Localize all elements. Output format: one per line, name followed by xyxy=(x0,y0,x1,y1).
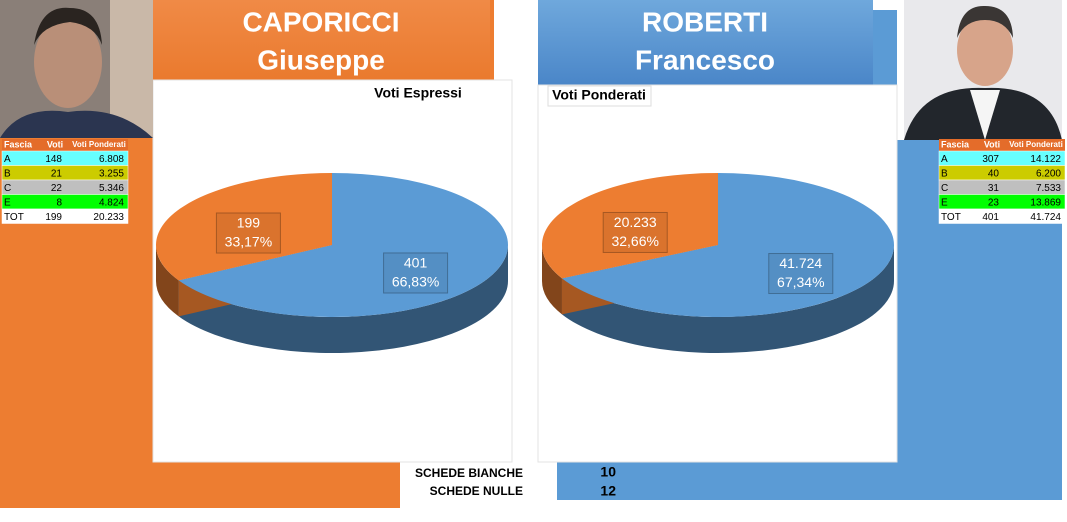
table-cell: B xyxy=(4,168,11,179)
footer-value: 10 xyxy=(600,464,616,480)
data-label: 401 xyxy=(404,255,428,271)
data-label-box xyxy=(383,252,449,294)
data-label: 199 xyxy=(237,215,261,231)
table-cell: TOT xyxy=(941,212,961,223)
candidate-surname: CAPORICCI xyxy=(242,6,399,37)
table-cell: C xyxy=(941,183,948,194)
table-cell: 40 xyxy=(988,168,1000,179)
table-cell: 7.533 xyxy=(1036,183,1061,194)
left-header xyxy=(153,0,490,80)
table-cell: C xyxy=(4,183,11,194)
table-header-cell: Voti xyxy=(984,139,1000,149)
table-cell: A xyxy=(941,154,948,165)
table-cell: 6.808 xyxy=(99,154,124,165)
table-row xyxy=(938,208,1066,224)
table-row xyxy=(1,208,129,224)
footer-label: SCHEDE NULLE xyxy=(430,484,523,498)
data-label: 20.233 xyxy=(614,214,657,230)
data-label: 32,66% xyxy=(611,233,658,249)
right-bottom xyxy=(557,462,897,500)
data-label: 66,83% xyxy=(392,274,439,290)
table-cell: 41.724 xyxy=(1030,212,1061,223)
table-cell: 5.346 xyxy=(99,183,124,194)
candidate-name: Francesco xyxy=(635,44,775,75)
footer-label: SCHEDE BIANCHE xyxy=(415,466,523,480)
table-cell: 14.122 xyxy=(1030,154,1061,165)
chart-title-box xyxy=(547,85,652,107)
left-bottom xyxy=(153,462,400,508)
table-cell: 13.869 xyxy=(1030,197,1061,208)
table-cell: 199 xyxy=(45,212,62,223)
table-cell: 3.255 xyxy=(99,168,124,179)
table-cell: E xyxy=(941,197,948,208)
table-header xyxy=(2,139,128,151)
table-cell: E xyxy=(4,197,11,208)
table-header-cell: Voti Ponderati xyxy=(1009,140,1063,149)
chart-title: Voti Espressi xyxy=(374,85,462,101)
table-header-cell: Fascia xyxy=(941,139,970,149)
right-photo xyxy=(904,0,1062,140)
table-cell: TOT xyxy=(4,212,24,223)
pie: 41.724 67,34% 20.233 32,66% xyxy=(542,173,894,354)
pie: 401 66,83% 199 33,17% xyxy=(155,173,509,353)
table-header xyxy=(939,139,1065,151)
table-header-cell: Fascia xyxy=(4,139,33,149)
table-cell: 6.200 xyxy=(1036,168,1061,179)
data-label: 33,17% xyxy=(225,234,272,250)
data-label-box xyxy=(602,211,668,253)
footer-value: 12 xyxy=(600,483,616,499)
table-cell: 31 xyxy=(988,183,1000,194)
pie-side xyxy=(542,245,562,315)
table-cell: 22 xyxy=(51,183,63,194)
pie-side xyxy=(561,245,894,354)
table-cell: 148 xyxy=(45,154,62,165)
data-label: 41.724 xyxy=(779,255,822,271)
table-cell: A xyxy=(4,154,11,165)
table-cell: 23 xyxy=(988,197,1000,208)
left-photo xyxy=(0,0,153,138)
right-header xyxy=(538,0,873,85)
data-label: 67,34% xyxy=(777,274,824,290)
table-header-cell: Voti Ponderati xyxy=(72,140,126,149)
pie-side xyxy=(178,245,509,353)
table-header-cell: Voti xyxy=(47,139,63,149)
data-label-box xyxy=(215,212,281,254)
chart-title: Voti Ponderati xyxy=(552,87,646,103)
pie-side xyxy=(156,245,179,317)
table-cell: 307 xyxy=(982,154,999,165)
table-cell: 21 xyxy=(51,168,63,179)
left-header-edge xyxy=(490,0,494,80)
table-cell: B xyxy=(941,168,948,179)
table-cell: 20.233 xyxy=(93,212,124,223)
candidate-name: Giuseppe xyxy=(257,44,385,75)
right-header-edge xyxy=(873,10,897,85)
table-cell: 401 xyxy=(982,212,999,223)
data-label-box xyxy=(768,253,834,295)
table-cell: 8 xyxy=(56,197,62,208)
table-cell: 4.824 xyxy=(99,197,124,208)
candidate-surname: ROBERTI xyxy=(642,6,768,37)
